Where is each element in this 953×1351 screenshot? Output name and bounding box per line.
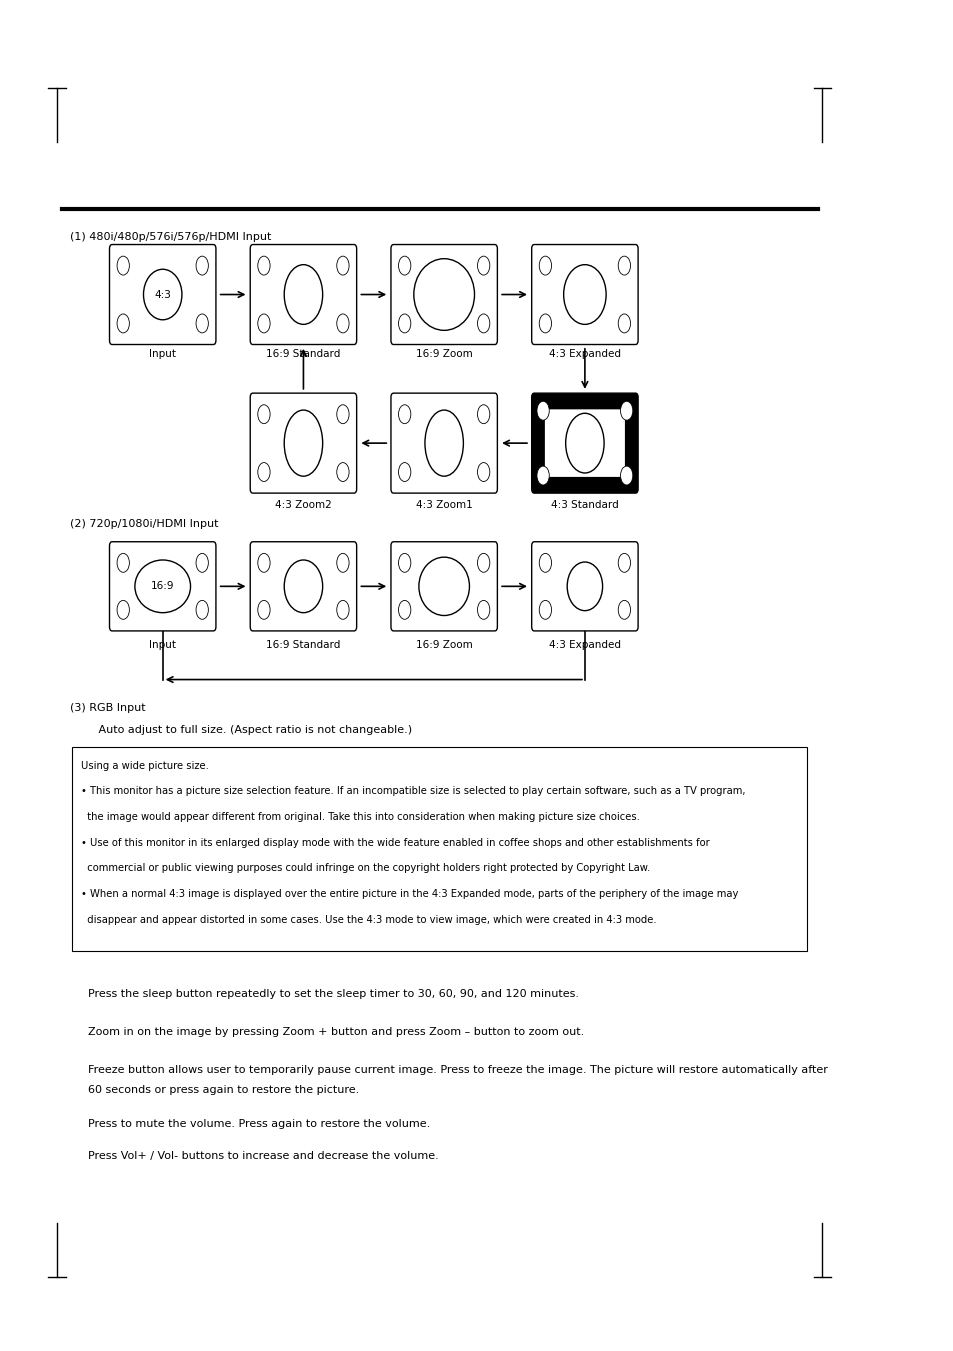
Circle shape — [257, 257, 270, 276]
Circle shape — [117, 313, 130, 332]
Text: 60 seconds or press again to restore the picture.: 60 seconds or press again to restore the… — [88, 1085, 359, 1094]
Text: 4:3 Expanded: 4:3 Expanded — [548, 349, 620, 358]
Circle shape — [398, 554, 411, 573]
Text: disappear and appear distorted in some cases. Use the 4:3 mode to view image, wh: disappear and appear distorted in some c… — [81, 915, 656, 924]
Circle shape — [477, 462, 489, 481]
Ellipse shape — [134, 561, 191, 613]
FancyBboxPatch shape — [531, 393, 638, 493]
FancyBboxPatch shape — [250, 393, 356, 493]
Circle shape — [537, 466, 549, 485]
Circle shape — [618, 554, 630, 573]
Text: 4:3 Zoom2: 4:3 Zoom2 — [274, 500, 332, 509]
Circle shape — [477, 405, 489, 424]
Text: Freeze button allows user to temporarily pause current image. Press to freeze th: Freeze button allows user to temporarily… — [88, 1065, 827, 1074]
Circle shape — [538, 554, 551, 573]
Circle shape — [336, 313, 349, 332]
FancyBboxPatch shape — [250, 542, 356, 631]
Circle shape — [336, 405, 349, 424]
FancyBboxPatch shape — [110, 245, 215, 345]
Circle shape — [477, 600, 489, 619]
Circle shape — [196, 600, 208, 619]
Text: • When a normal 4:3 image is displayed over the entire picture in the 4:3 Expand: • When a normal 4:3 image is displayed o… — [81, 889, 738, 898]
Circle shape — [117, 554, 130, 573]
Text: 16:9: 16:9 — [151, 581, 174, 592]
Ellipse shape — [284, 265, 322, 324]
Text: 16:9 Zoom: 16:9 Zoom — [416, 349, 472, 358]
Circle shape — [477, 313, 489, 332]
Ellipse shape — [424, 411, 463, 476]
Text: the image would appear different from original. Take this into consideration whe: the image would appear different from or… — [81, 812, 639, 821]
FancyBboxPatch shape — [391, 542, 497, 631]
Circle shape — [336, 462, 349, 481]
Text: Zoom in on the image by pressing Zoom + button and press Zoom – button to zoom o: Zoom in on the image by pressing Zoom + … — [88, 1027, 583, 1036]
Circle shape — [398, 313, 411, 332]
Ellipse shape — [414, 258, 474, 331]
Circle shape — [618, 313, 630, 332]
Text: 16:9 Standard: 16:9 Standard — [266, 349, 340, 358]
FancyBboxPatch shape — [544, 409, 624, 477]
Circle shape — [196, 257, 208, 276]
Circle shape — [117, 257, 130, 276]
FancyBboxPatch shape — [531, 542, 638, 631]
Circle shape — [398, 600, 411, 619]
Circle shape — [336, 257, 349, 276]
Circle shape — [537, 401, 549, 420]
Circle shape — [538, 600, 551, 619]
Circle shape — [336, 600, 349, 619]
Ellipse shape — [418, 557, 469, 616]
Text: commercial or public viewing purposes could infringe on the copyright holders ri: commercial or public viewing purposes co… — [81, 863, 650, 873]
Text: (1) 480i/480p/576i/576p/HDMI Input: (1) 480i/480p/576i/576p/HDMI Input — [71, 232, 272, 242]
FancyBboxPatch shape — [391, 393, 497, 493]
Text: • This monitor has a picture size selection feature. If an incompatible size is : • This monitor has a picture size select… — [81, 786, 744, 796]
Text: 16:9 Zoom: 16:9 Zoom — [416, 640, 472, 650]
Circle shape — [257, 554, 270, 573]
FancyBboxPatch shape — [250, 245, 356, 345]
Circle shape — [538, 313, 551, 332]
Circle shape — [477, 554, 489, 573]
Text: 4:3 Zoom1: 4:3 Zoom1 — [416, 500, 472, 509]
Circle shape — [477, 257, 489, 276]
Text: 4:3 Expanded: 4:3 Expanded — [548, 640, 620, 650]
Ellipse shape — [567, 562, 602, 611]
Circle shape — [618, 600, 630, 619]
Text: Press the sleep button repeatedly to set the sleep timer to 30, 60, 90, and 120 : Press the sleep button repeatedly to set… — [88, 989, 578, 998]
Text: Input: Input — [149, 640, 176, 650]
Circle shape — [398, 405, 411, 424]
Ellipse shape — [284, 411, 322, 476]
Circle shape — [619, 466, 632, 485]
Circle shape — [196, 313, 208, 332]
Text: Using a wide picture size.: Using a wide picture size. — [81, 761, 209, 770]
Text: • Use of this monitor in its enlarged display mode with the wide feature enabled: • Use of this monitor in its enlarged di… — [81, 838, 709, 847]
Circle shape — [257, 462, 270, 481]
Text: (2) 720p/1080i/HDMI Input: (2) 720p/1080i/HDMI Input — [71, 519, 218, 528]
FancyBboxPatch shape — [110, 542, 215, 631]
Text: 4:3: 4:3 — [154, 289, 171, 300]
Circle shape — [618, 257, 630, 276]
Text: Input: Input — [149, 349, 176, 358]
Circle shape — [538, 257, 551, 276]
Circle shape — [398, 462, 411, 481]
Text: Press Vol+ / Vol- buttons to increase and decrease the volume.: Press Vol+ / Vol- buttons to increase an… — [88, 1151, 438, 1161]
Circle shape — [257, 313, 270, 332]
FancyBboxPatch shape — [531, 245, 638, 345]
FancyBboxPatch shape — [72, 747, 806, 951]
Circle shape — [619, 401, 632, 420]
Circle shape — [398, 257, 411, 276]
Circle shape — [196, 554, 208, 573]
FancyBboxPatch shape — [391, 245, 497, 345]
Text: 4:3 Standard: 4:3 Standard — [551, 500, 618, 509]
Ellipse shape — [563, 265, 605, 324]
Ellipse shape — [284, 561, 322, 613]
Circle shape — [336, 554, 349, 573]
Ellipse shape — [565, 413, 603, 473]
Ellipse shape — [143, 269, 182, 320]
Text: (3) RGB Input: (3) RGB Input — [71, 703, 146, 712]
Text: 16:9 Standard: 16:9 Standard — [266, 640, 340, 650]
Text: Auto adjust to full size. (Aspect ratio is not changeable.): Auto adjust to full size. (Aspect ratio … — [88, 725, 412, 735]
Circle shape — [257, 405, 270, 424]
Circle shape — [117, 600, 130, 619]
Circle shape — [257, 600, 270, 619]
Text: Press to mute the volume. Press again to restore the volume.: Press to mute the volume. Press again to… — [88, 1119, 430, 1128]
